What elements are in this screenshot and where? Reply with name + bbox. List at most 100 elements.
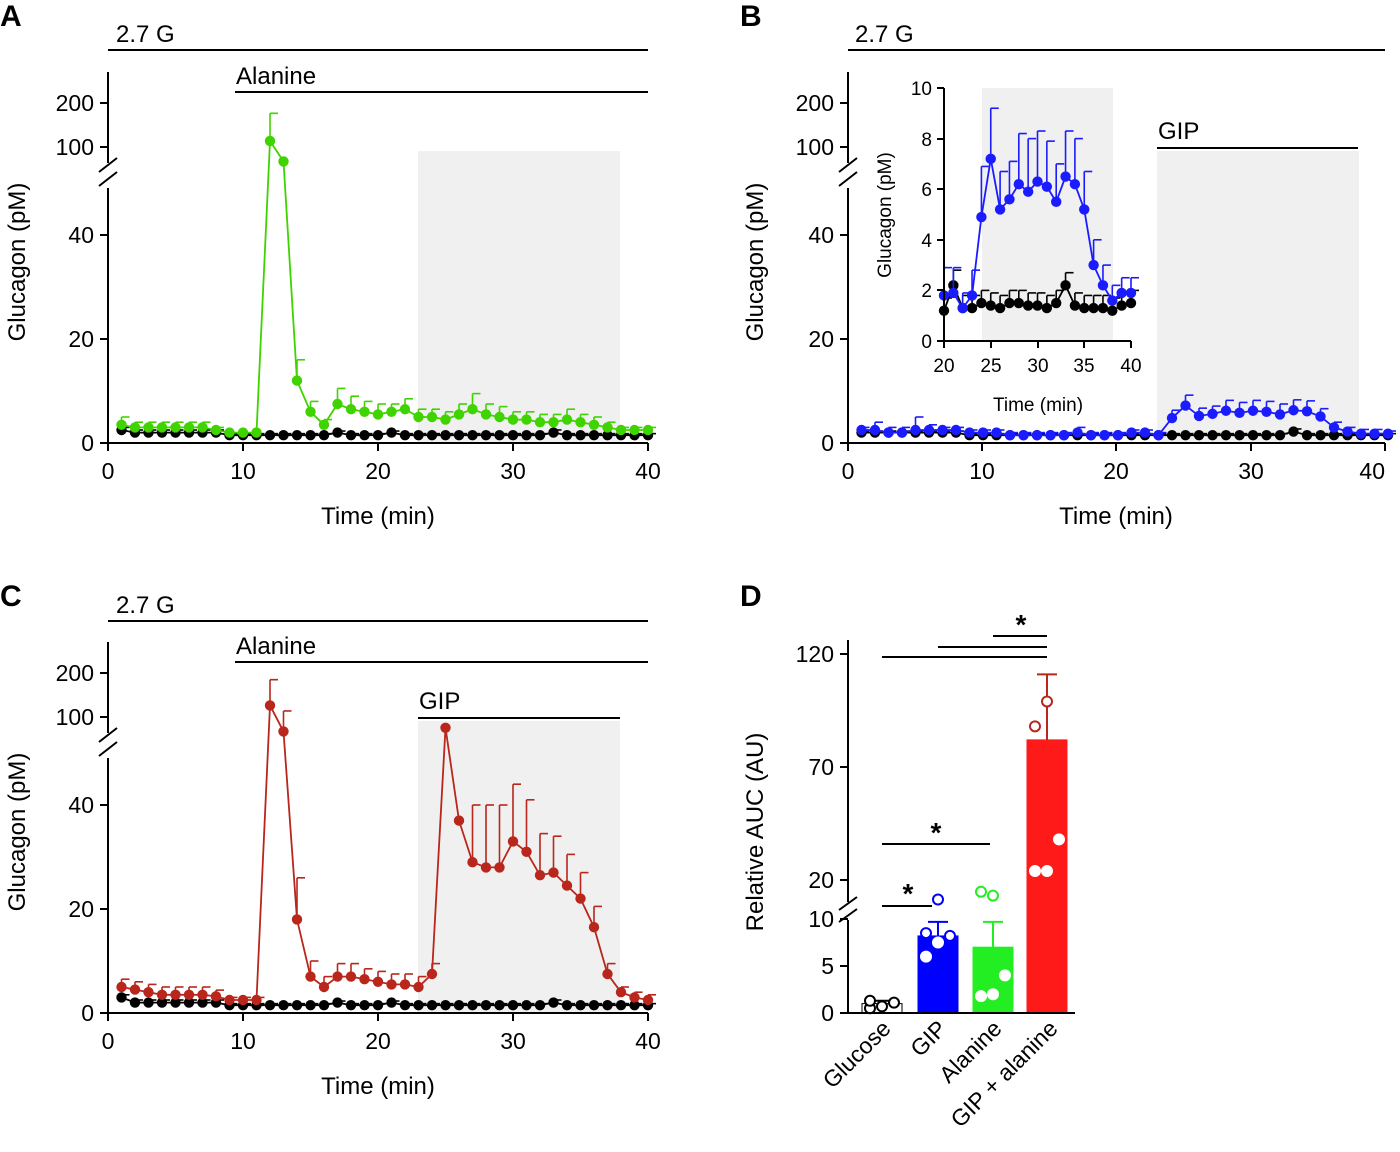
panel-c-glucose-point [345, 1000, 357, 1011]
panel-b-gip-point [1180, 400, 1191, 411]
panel-a-alanine-point [318, 419, 330, 430]
panel-d-point-alanine [975, 990, 987, 1003]
panel-b-glucose-point [1207, 430, 1218, 441]
panel-a-alanine-point [467, 404, 478, 415]
panel-a-ytick-label: 100 [56, 134, 94, 160]
panel-a-alanine-point [345, 404, 357, 415]
panel-c-ytick-label: 40 [68, 792, 94, 818]
panel-c-gip-alanine-point [467, 857, 478, 868]
panel-c-gip-alanine-point [156, 989, 168, 1000]
panel-a-alanine-point [494, 411, 505, 423]
panel-b-plot [856, 394, 1396, 441]
panel-b-inset-glucose-point [1022, 300, 1034, 311]
panel-c-glucose-point [426, 1000, 438, 1011]
panel-c-gip-alanine-point [345, 971, 357, 982]
panel-b-gip-point [1099, 430, 1110, 441]
panel-b-inset-ytick-label: 4 [921, 231, 932, 252]
panel-b-inset-gip-point [957, 302, 968, 314]
panel-b-gip-point [937, 424, 948, 436]
panel-c-gip-alanine-point [305, 971, 316, 982]
panel-c-glucose-point [291, 1000, 303, 1011]
panel-a-ytick-label: 0 [81, 430, 94, 456]
panel-c-ytick-label: 200 [56, 660, 94, 686]
panel-a-y-ticks [100, 102, 108, 444]
panel-b-inset-glucose-point [1107, 305, 1118, 316]
panel-c: C 2.7 G Alanine GIP 0 20 40 100 200 [0, 580, 661, 1100]
panel-b-inset-gip-point [1013, 178, 1024, 190]
panel-b-inset-glucose-point [1116, 300, 1127, 311]
panel-c-axis-break [98, 727, 118, 757]
panel-c-gip-alanine-line [121, 702, 649, 1001]
panel-b-gip-point [1058, 430, 1070, 441]
panel-d-point-alanine [987, 889, 999, 902]
panel-c-glucose-point [372, 1000, 384, 1011]
panel-a-glucose-point [318, 430, 330, 441]
panel-b-inset-gip-point [994, 204, 1006, 215]
panel-d-point-gip-alanine [1053, 833, 1065, 846]
panel-c-glucose-point [332, 997, 343, 1008]
panel-c-gip-alanine-point [534, 870, 546, 881]
panel-c-glucose-point [548, 997, 559, 1008]
panel-d-point-glucose [864, 994, 876, 1007]
panel-c-glucose-point [129, 997, 141, 1008]
panel-c-gip-alanine-point [561, 880, 573, 891]
panel-c-gip-alanine-point [453, 815, 465, 826]
panel-c-gip-alanine-point [642, 994, 654, 1006]
panel-b-gip-point [1328, 422, 1340, 433]
panel-b-gip-point [1274, 409, 1286, 420]
panel-c-gip-alanine-point [237, 994, 249, 1006]
panel-b-glucose-point [1193, 430, 1205, 441]
panel-c-glucose-point [399, 1000, 411, 1011]
panel-c-gip-alanine-point [210, 991, 222, 1002]
panel-b-gip-point [883, 427, 894, 438]
panel-c-plot [116, 678, 656, 1011]
panel-a-glucose-point [399, 430, 411, 441]
panel-c-glucose-point [534, 1000, 546, 1011]
sig-star-glucose-alanine: * [931, 817, 942, 848]
panel-a-glucose-point [534, 430, 546, 441]
panel-b-gip-point [1261, 406, 1272, 417]
panel-d-point-alanine [987, 988, 999, 1001]
panel-c-condition-label-2: GIP [419, 688, 460, 715]
panel-c-x-axis-label: Time (min) [321, 1073, 435, 1100]
panel-b-inset-gip-point [1097, 280, 1109, 291]
panel-a-glucose-point [278, 430, 289, 441]
panel-a-glucose-point [332, 427, 343, 438]
panel-c-glucose-point [197, 997, 208, 1008]
panel-b-inset-gip-point [1079, 204, 1090, 215]
panel-b-ytick-label: 20 [808, 326, 834, 352]
panel-b-ytick-label: 100 [796, 134, 834, 160]
panel-a-alanine-point [305, 406, 316, 417]
panel-c-glucose-point [521, 1000, 532, 1011]
panel-a-alanine-point [575, 417, 586, 428]
panel-b-inset-gip-point [1032, 176, 1043, 187]
panel-d-ytick-label: 120 [796, 641, 834, 667]
panel-c-glucose-point [116, 992, 127, 1003]
panel-a-glucose-point [575, 430, 586, 441]
panel-b-gip-point [950, 424, 962, 436]
panel-b-gip-point [1315, 411, 1326, 422]
panel-a-xtick-label: 30 [500, 458, 526, 484]
panel-a-glucose-point [561, 430, 573, 441]
panel-b-gip-point [1288, 405, 1299, 416]
panel-d-point-alanine [999, 969, 1011, 982]
panel-b-glucose-point [1166, 430, 1178, 441]
panel-c-glucose-point [318, 1000, 330, 1011]
panel-d-significance-brackets: * * * [882, 609, 1047, 909]
panel-c-glucose-point [467, 1000, 478, 1011]
panel-c-xtick-label: 0 [102, 1028, 115, 1054]
panel-c-glucose-point [480, 1000, 492, 1011]
panel-c-glucose-point [575, 1000, 586, 1011]
panel-b-gip-point [896, 427, 908, 438]
panel-a-glucose-line [121, 429, 648, 437]
panel-b-xtick-label: 0 [842, 458, 855, 484]
panel-c-gip-alanine-point [318, 981, 330, 993]
panel-c-gip-alanine-point [116, 981, 127, 993]
panel-b-label: B [740, 0, 762, 33]
sig-star-alanine-gip-alanine: * [1016, 609, 1027, 640]
panel-b-gip-point [1153, 430, 1164, 441]
panel-c-gip-alanine-point [129, 984, 141, 995]
panel-b-inset-gip-point [1022, 186, 1034, 197]
panel-b-gip-point [856, 424, 867, 436]
panel-b-inset-xtick-label: 35 [1073, 356, 1094, 377]
